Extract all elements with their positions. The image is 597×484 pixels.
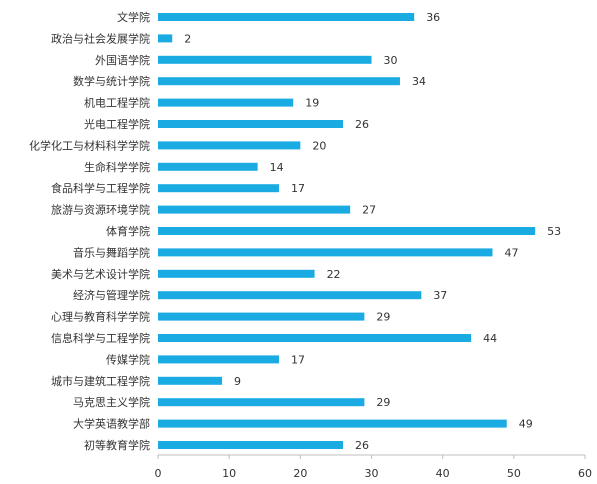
category-label: 经济与管理学院 (73, 288, 150, 302)
value-label: 44 (483, 332, 497, 345)
value-label: 34 (412, 75, 426, 88)
value-label: 30 (384, 54, 398, 67)
category-labels: 文学院政治与社会发展学院外国语学院数学与统计学院机电工程学院光电工程学院化学化工… (29, 10, 150, 452)
x-tick-label: 10 (222, 467, 236, 480)
x-tick-label: 60 (578, 467, 592, 480)
x-tick-label: 40 (436, 467, 450, 480)
value-label: 19 (305, 97, 319, 110)
value-label: 26 (355, 439, 369, 452)
bar (158, 334, 472, 342)
bar (158, 291, 422, 300)
bar (158, 13, 415, 21)
category-label: 信息科学与工程学院 (51, 331, 150, 345)
bar (158, 120, 344, 128)
value-label: 17 (291, 182, 305, 195)
bar (158, 184, 279, 193)
value-label: 9 (234, 375, 241, 388)
category-label: 政治与社会发展学院 (51, 31, 150, 45)
bar (158, 269, 315, 278)
value-label: 49 (519, 418, 533, 431)
x-tick-label: 30 (365, 467, 379, 480)
value-label: 37 (433, 289, 447, 302)
bar (158, 77, 400, 86)
value-label: 53 (547, 225, 561, 238)
category-label: 食品科学与工程学院 (51, 181, 150, 195)
bar (158, 248, 493, 257)
bar (158, 441, 344, 449)
category-label: 化学化工与材料科学学院 (29, 138, 150, 152)
value-label: 22 (327, 268, 341, 281)
x-axis-ticks: 0 10 20 30 40 50 60 (155, 455, 592, 480)
bar (158, 312, 365, 321)
value-label: 29 (376, 311, 390, 324)
category-label: 大学英语教学部 (73, 417, 150, 431)
bar (158, 355, 279, 364)
bar (158, 162, 258, 171)
value-label: 27 (362, 204, 376, 217)
value-labels: 36 2 30 34 19 26 20 14 17 27 53 47 22 37 29 44 17 9 29 49 26 (184, 11, 561, 452)
value-label: 14 (270, 161, 284, 174)
category-label: 数学与统计学院 (73, 74, 150, 88)
category-label: 初等教育学院 (84, 438, 150, 452)
bar (158, 398, 365, 407)
category-label: 城市与建筑工程学院 (51, 374, 150, 388)
bar (158, 419, 507, 428)
bars-layer (158, 13, 536, 449)
bar (158, 141, 301, 150)
bar (158, 376, 223, 385)
category-label: 旅游与资源环境学院 (51, 203, 150, 217)
category-label: 生命科学学院 (84, 160, 150, 174)
category-label: 美术与艺术设计学院 (51, 267, 150, 281)
x-tick-label: 50 (507, 467, 521, 480)
value-label: 20 (312, 139, 326, 152)
category-label: 文学院 (117, 10, 150, 24)
category-label: 心理与教育科学学院 (51, 310, 150, 324)
category-label: 体育学院 (106, 224, 150, 238)
bar (158, 98, 294, 107)
category-label: 马克思主义学院 (73, 395, 150, 409)
x-tick-label: 0 (155, 467, 162, 480)
bar (158, 227, 536, 235)
category-label: 光电工程学院 (84, 117, 150, 131)
bar (158, 205, 351, 214)
value-label: 26 (355, 118, 369, 131)
category-label: 机电工程学院 (84, 96, 150, 110)
x-tick-label: 20 (293, 467, 307, 480)
bar (158, 55, 372, 64)
value-label: 47 (504, 246, 518, 259)
value-label: 29 (376, 396, 390, 409)
value-label: 36 (426, 11, 440, 24)
value-label: 17 (291, 353, 305, 366)
category-label: 传媒学院 (106, 352, 150, 366)
value-label: 2 (184, 32, 191, 45)
bar (158, 34, 173, 43)
category-label: 音乐与舞蹈学院 (73, 245, 150, 259)
category-label: 外国语学院 (95, 53, 150, 67)
